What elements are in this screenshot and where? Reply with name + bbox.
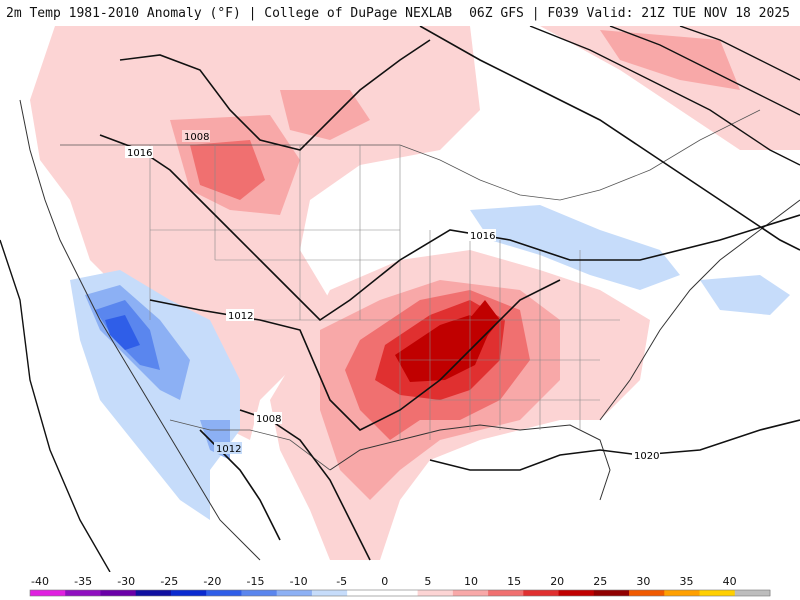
isobar-label: 1016	[470, 231, 495, 242]
legend-tick-label: 10	[464, 575, 478, 588]
legend-tick-label: 30	[636, 575, 650, 588]
isobar-label: 1008	[184, 132, 209, 143]
legend-bar: -40 -35 -30 -25 -20 -15 -10 -5 0 5 10 15 20 25 30 35 40	[29, 575, 771, 597]
isobar	[199, 429, 281, 541]
legend-tick-label: -35	[74, 575, 92, 588]
legend-color-swatch	[382, 590, 419, 596]
label-background	[468, 229, 496, 241]
isobar	[419, 26, 800, 251]
legend-color-swatch	[699, 590, 736, 596]
isobar-label: 1016	[127, 148, 152, 159]
legend-tick-label: 40	[723, 575, 737, 588]
legend-tick-label: 0	[381, 575, 388, 588]
isobar-label: 1020	[634, 451, 659, 462]
legend-tick-label: 5	[424, 575, 431, 588]
legend-color-swatch	[170, 590, 207, 596]
label-background	[214, 442, 242, 454]
label-background	[226, 309, 254, 321]
legend-tick-label: 35	[680, 575, 694, 588]
legend-tick-label: -10	[290, 575, 308, 588]
legend-color-swatch	[629, 590, 665, 596]
isobar	[429, 419, 800, 471]
legend-color-swatch	[664, 590, 701, 596]
legend-tick-label: 25	[593, 575, 607, 588]
legend-color-swatch	[417, 590, 454, 596]
legend-color-swatch	[523, 590, 560, 596]
legend-color-swatch	[241, 590, 278, 596]
legend-color-swatch	[558, 590, 595, 596]
legend-color-swatch	[452, 590, 489, 596]
legend-color-swatch	[135, 590, 172, 596]
anomaly-region	[105, 315, 140, 350]
isobar	[119, 39, 431, 151]
label-background	[632, 449, 660, 461]
legend-color-swatch	[311, 590, 348, 596]
legend-tick-label: -15	[247, 575, 265, 588]
isobar	[609, 26, 800, 116]
legend-tick-label: -40	[31, 575, 49, 588]
anomaly-map: 1008 1016 1012 1008 1012 1016 1020	[0, 26, 800, 572]
legend-color-swatch	[734, 590, 771, 596]
isobar	[0, 239, 111, 572]
anomaly-region	[190, 140, 265, 200]
legend-color-swatch	[276, 590, 313, 596]
header: 2m Temp 1981-2010 Anomaly (°F) | College…	[0, 0, 800, 26]
isobar-label: 1008	[256, 414, 281, 425]
legend-color-swatch	[30, 590, 66, 596]
legend-outline	[29, 589, 771, 597]
anomaly-region	[470, 205, 680, 290]
coastline	[19, 99, 261, 561]
cool-anomaly-shading	[70, 205, 790, 520]
map-title: 2m Temp 1981-2010 Anomaly (°F) | College…	[6, 6, 453, 21]
model-run-info: 06Z GFS | F039 Valid: 21Z TUE NOV 18 202…	[469, 6, 790, 21]
us-mexico-border	[169, 419, 331, 471]
isobar-label: 1012	[228, 311, 253, 322]
atlantic-coastline	[599, 199, 800, 421]
legend-tick-label: -30	[117, 575, 135, 588]
us-canada-border	[60, 109, 761, 201]
legend-color-swatch	[488, 590, 524, 596]
map-lines	[0, 26, 800, 572]
legend-color-swatch	[593, 590, 630, 596]
state-borders	[149, 145, 620, 440]
isobar-label: 1012	[216, 444, 241, 455]
label-background	[254, 412, 282, 424]
anomaly-region	[700, 275, 790, 315]
isobar	[99, 134, 800, 322]
legend-color-swatch	[65, 590, 101, 596]
legend-tick-label: -20	[203, 575, 221, 588]
map-panel: 1008 1016 1012 1008 1012 1016 1020	[0, 26, 800, 572]
isobar	[529, 26, 800, 166]
legend-tick-label: -25	[160, 575, 178, 588]
legend-color-swatch	[206, 590, 242, 596]
label-background	[125, 146, 153, 158]
isobar-labels: 1008 1016 1012 1008 1012 1016 1020	[125, 130, 660, 462]
legend-tick-label: 20	[550, 575, 564, 588]
color-legend: -40 -35 -30 -25 -20 -15 -10 -5 0 5 10 15 20 25 30 35 40	[0, 572, 800, 600]
legend-tick-label: 15	[507, 575, 521, 588]
label-background	[182, 130, 210, 142]
legend-color-swatch	[100, 590, 137, 596]
legend-color-swatch	[347, 590, 383, 596]
isobar	[679, 26, 800, 81]
anomaly-region	[600, 30, 740, 90]
anomaly-region	[30, 26, 480, 440]
legend-tick-label: -5	[336, 575, 347, 588]
